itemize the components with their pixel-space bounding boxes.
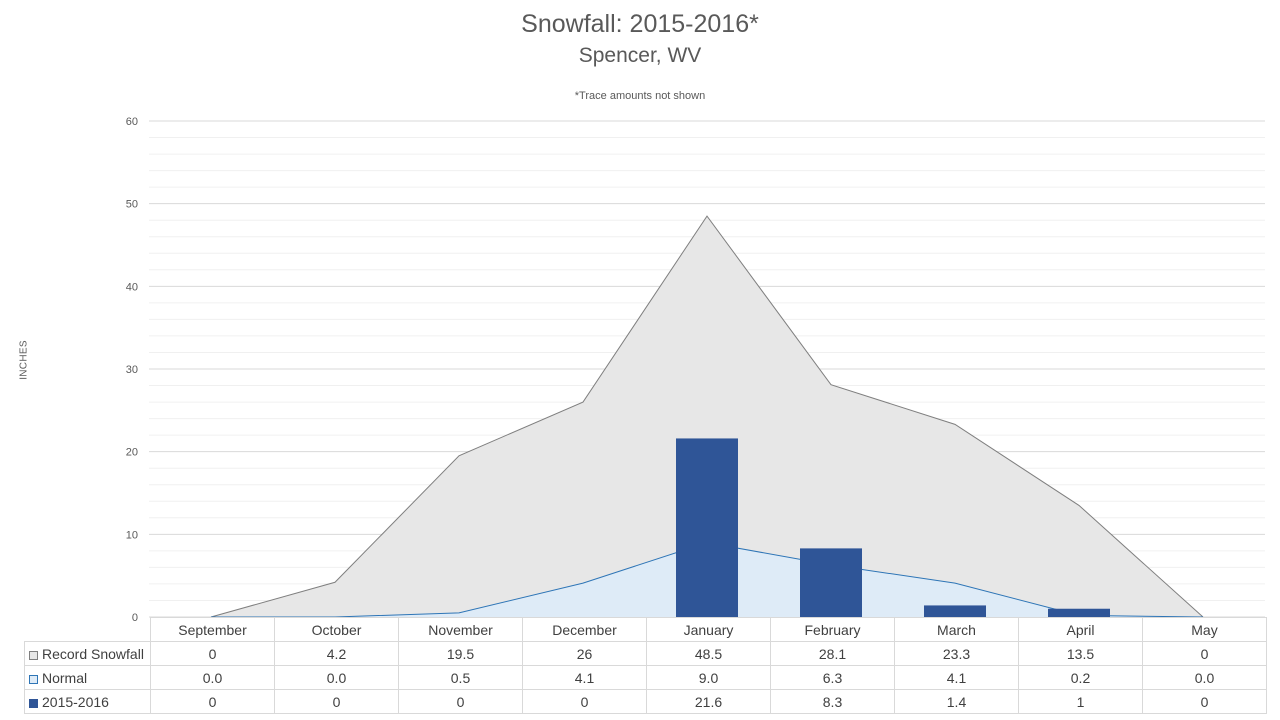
- y-tick-label: 20: [126, 447, 138, 459]
- category-label: March: [894, 617, 1019, 642]
- category-label: November: [398, 617, 523, 642]
- legend-key-normal: [29, 674, 38, 684]
- bar-series: [676, 438, 1110, 617]
- data-label: 23.3: [894, 641, 1019, 666]
- data-label: 4.1: [894, 665, 1019, 690]
- data-label: 28.1: [770, 641, 895, 666]
- bar: [924, 605, 986, 617]
- data-label: 0: [150, 689, 275, 714]
- category-label: September: [150, 617, 275, 642]
- data-label: 13.5: [1018, 641, 1143, 666]
- data-label: 6.3: [770, 665, 895, 690]
- series-row-2015-2016: 2015-2016 0 0 0 0 21.6 8.3 1.4 1 0: [24, 689, 1267, 714]
- data-label: 1: [1018, 689, 1143, 714]
- data-label: 8.3: [770, 689, 895, 714]
- chart-note: *Trace amounts not shown: [574, 90, 706, 102]
- legend-key-2015-2016: [29, 698, 38, 708]
- data-label: 48.5: [646, 641, 771, 666]
- category-label: January: [646, 617, 771, 642]
- chart-title: Snowfall: 2015-2016*: [521, 10, 759, 38]
- y-tick-label: 40: [126, 281, 138, 293]
- chart-subtitle: Spencer, WV: [578, 44, 702, 67]
- category-label: May: [1142, 617, 1267, 642]
- data-label: 0: [1142, 689, 1267, 714]
- data-label: 0.0: [1142, 665, 1267, 690]
- y-tick-label: 60: [126, 116, 138, 128]
- legend-label: Record Snowfall: [42, 645, 144, 662]
- data-label: 21.6: [646, 689, 771, 714]
- legend-key-record: [29, 650, 38, 660]
- data-label: 0.5: [398, 665, 523, 690]
- category-label: October: [274, 617, 399, 642]
- legend-entry-normal: Normal: [24, 665, 151, 690]
- bar: [1048, 608, 1110, 617]
- data-label: 4.2: [274, 641, 399, 666]
- area-line-record-snowfall: [210, 215, 1204, 618]
- data-label: 4.1: [522, 665, 647, 690]
- category-label: December: [522, 617, 647, 642]
- y-tick-label: 10: [126, 529, 138, 541]
- legend-entry-record: Record Snowfall: [24, 641, 151, 666]
- data-label: 0.0: [274, 665, 399, 690]
- data-label: 0.0: [150, 665, 275, 690]
- data-label: 9.0: [646, 665, 771, 690]
- data-label: 0: [274, 689, 399, 714]
- category-label: February: [770, 617, 895, 642]
- legend-label: 2015-2016: [42, 693, 109, 710]
- data-label: 0.2: [1018, 665, 1143, 690]
- series-row-normal: Normal 0.0 0.0 0.5 4.1 9.0 6.3 4.1 0.2 0…: [24, 665, 1267, 690]
- bar: [800, 548, 862, 617]
- category-label: April: [1018, 617, 1143, 642]
- data-table: September October November December Janu…: [24, 617, 1267, 714]
- category-row: September October November December Janu…: [24, 617, 1267, 642]
- y-tick-label: 50: [126, 199, 138, 211]
- legend-label: Normal: [42, 669, 88, 686]
- series-row-record: Record Snowfall 0 4.2 19.5 26 48.5 28.1 …: [24, 641, 1267, 666]
- bar: [676, 438, 738, 617]
- area-record-snowfall: [211, 216, 1203, 618]
- data-label: 0: [150, 641, 275, 666]
- legend-entry-2015-2016: 2015-2016: [24, 689, 151, 714]
- data-label: 0: [522, 689, 647, 714]
- data-label: 26: [522, 641, 647, 666]
- data-label: 0: [1142, 641, 1267, 666]
- y-tick-label: 30: [126, 364, 138, 376]
- data-label: 19.5: [398, 641, 523, 666]
- table-corner: [24, 617, 151, 642]
- data-label: 1.4: [894, 689, 1019, 714]
- data-label: 0: [398, 689, 523, 714]
